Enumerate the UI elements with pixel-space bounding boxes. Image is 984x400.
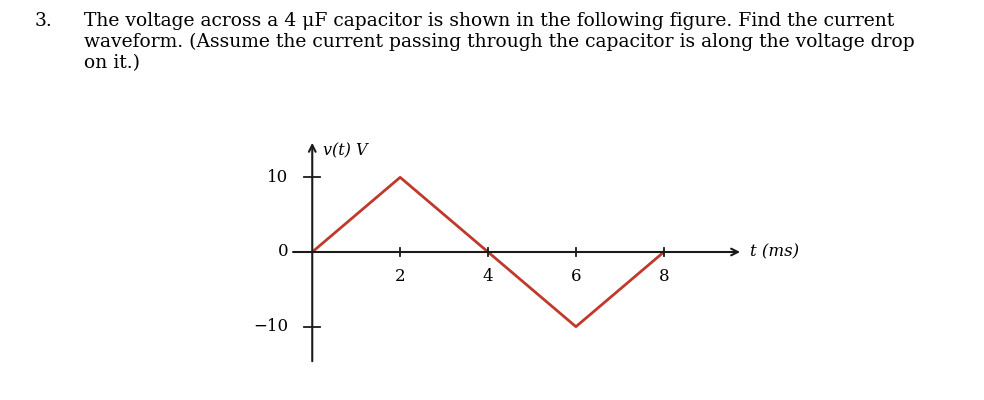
Text: −10: −10 xyxy=(253,318,288,335)
Text: v(t) V: v(t) V xyxy=(323,142,368,159)
Text: 0: 0 xyxy=(277,244,288,260)
Text: 2: 2 xyxy=(395,268,405,286)
Text: 10: 10 xyxy=(267,169,288,186)
Text: 4: 4 xyxy=(483,268,493,286)
Text: 3.: 3. xyxy=(34,12,52,30)
Text: 6: 6 xyxy=(571,268,582,286)
Text: 8: 8 xyxy=(658,268,669,286)
Text: t (ms): t (ms) xyxy=(750,244,799,260)
Text: The voltage across a 4 μF capacitor is shown in the following figure. Find the c: The voltage across a 4 μF capacitor is s… xyxy=(84,12,914,72)
